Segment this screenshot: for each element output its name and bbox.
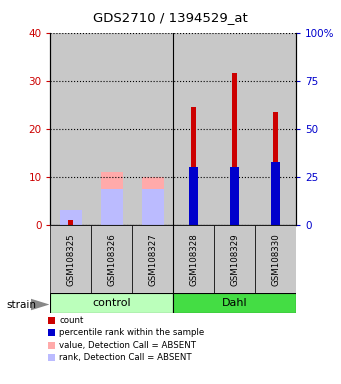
Bar bbox=[101, 189, 123, 225]
Text: GSM108329: GSM108329 bbox=[230, 233, 239, 286]
Text: count: count bbox=[59, 316, 84, 325]
Bar bbox=[173, 33, 214, 225]
Bar bbox=[214, 33, 255, 225]
Text: GSM108326: GSM108326 bbox=[107, 233, 116, 286]
Text: GDS2710 / 1394529_at: GDS2710 / 1394529_at bbox=[93, 11, 248, 24]
Bar bbox=[69, 220, 73, 225]
Bar bbox=[191, 107, 196, 225]
Bar bbox=[101, 172, 123, 225]
Text: GSM108328: GSM108328 bbox=[189, 233, 198, 286]
Text: GSM108330: GSM108330 bbox=[271, 233, 280, 286]
Text: Dahl: Dahl bbox=[222, 298, 248, 308]
Bar bbox=[273, 112, 278, 225]
Bar bbox=[173, 293, 296, 313]
Bar bbox=[132, 33, 173, 225]
Text: GSM108327: GSM108327 bbox=[148, 233, 157, 286]
Bar bbox=[50, 225, 91, 294]
Bar bbox=[214, 225, 255, 294]
Bar bbox=[173, 225, 214, 294]
Bar bbox=[230, 167, 239, 225]
Bar bbox=[142, 189, 164, 225]
Text: rank, Detection Call = ABSENT: rank, Detection Call = ABSENT bbox=[59, 353, 192, 362]
Bar bbox=[232, 73, 237, 225]
Text: value, Detection Call = ABSENT: value, Detection Call = ABSENT bbox=[59, 341, 196, 350]
Bar bbox=[255, 225, 296, 294]
Text: strain: strain bbox=[7, 300, 37, 310]
Text: percentile rank within the sample: percentile rank within the sample bbox=[59, 328, 205, 338]
Bar bbox=[50, 33, 91, 225]
Text: GSM108325: GSM108325 bbox=[66, 233, 75, 286]
Bar bbox=[50, 293, 173, 313]
Bar bbox=[271, 162, 280, 225]
Text: control: control bbox=[92, 298, 131, 308]
Bar bbox=[142, 177, 164, 225]
Bar bbox=[189, 167, 198, 225]
Bar bbox=[60, 210, 82, 225]
Polygon shape bbox=[31, 299, 49, 310]
Bar bbox=[91, 225, 132, 294]
Bar bbox=[132, 225, 173, 294]
Bar bbox=[91, 33, 132, 225]
Bar bbox=[255, 33, 296, 225]
